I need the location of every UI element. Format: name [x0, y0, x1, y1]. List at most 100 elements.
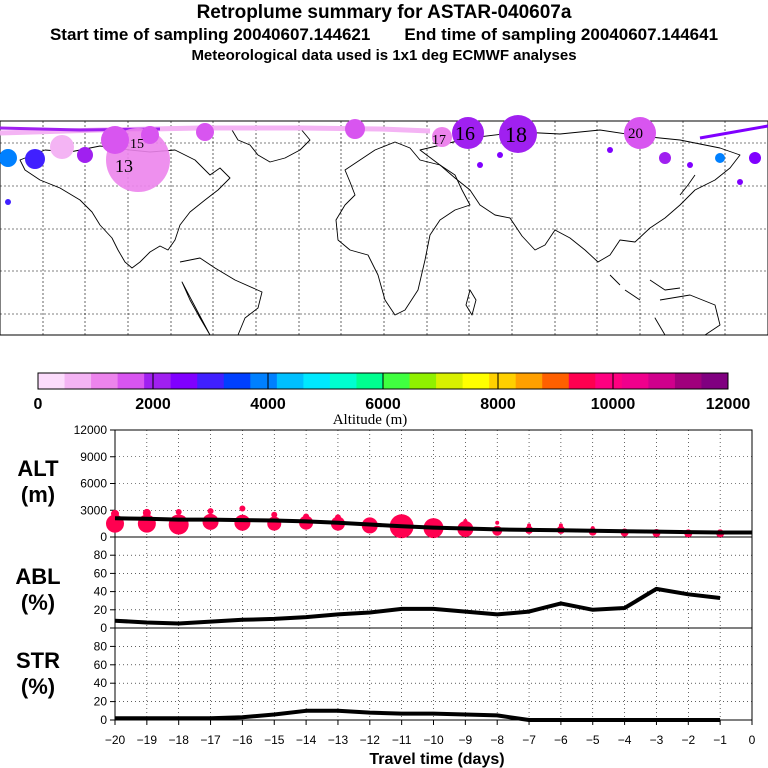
abl-ytick-label: 80 [94, 548, 108, 562]
colorbar-cell [701, 373, 729, 389]
coast-madagascar [465, 289, 477, 316]
sampling-times: Start time of sampling 20040607.144621 En… [0, 25, 768, 45]
colorbar-cell [568, 373, 596, 389]
plume-label-13: 13 [115, 156, 133, 176]
alt-scatter-point [558, 523, 563, 528]
x-tick-label: −17 [200, 733, 221, 747]
x-tick-label: −5 [586, 733, 600, 747]
coast-europe-africa [335, 141, 471, 316]
str-ytick-label: 60 [94, 658, 108, 672]
colorbar-cell [276, 373, 304, 389]
colorbar-cell [91, 373, 119, 389]
x-tick-label: −7 [522, 733, 536, 747]
colorbar-cell [489, 373, 517, 389]
colorbar-cell [38, 373, 66, 389]
str-series-line [115, 708, 721, 722]
x-tick-label: −11 [392, 733, 412, 747]
end-time-label: End time of sampling 20040607.144641 [404, 25, 719, 44]
plume-label-18: 18 [505, 122, 527, 147]
str-ylabel-name: STR [16, 648, 60, 673]
x-tick-label: 0 [749, 733, 756, 747]
colorbar-cell [117, 373, 145, 389]
panel-abl: 0 20 40 60 80 [94, 537, 752, 635]
alt-ytick-label: 12000 [74, 423, 108, 437]
alt-scatter-point [271, 511, 278, 518]
colorbar-cell [250, 373, 278, 389]
x-tick-label: −19 [137, 733, 158, 747]
coast-islands [609, 174, 696, 301]
str-ytick-label: 0 [100, 713, 107, 727]
abl-ylabel-unit: (%) [21, 590, 55, 615]
abl-ytick-label: 60 [94, 566, 108, 580]
alt-scatter-point [463, 518, 468, 523]
colorbar-tick-2000: 2000 [135, 396, 171, 413]
alt-ytick-label: 3000 [80, 503, 107, 517]
abl-series-line [114, 586, 721, 626]
x-tick-label: −2 [681, 733, 695, 747]
colorbar-cell [223, 373, 251, 389]
start-time-label: Start time of sampling 20040607.144621 [49, 25, 371, 44]
plume-label-20: 20 [628, 126, 643, 142]
x-axis-label: Travel time (days) [369, 751, 504, 768]
x-tick-label: −20 [105, 733, 126, 747]
colorbar-tick-4000: 4000 [250, 396, 286, 413]
panel-str: 0 20 40 60 80 [94, 628, 752, 727]
colorbar-tick-6000: 6000 [365, 396, 401, 413]
abl-ytick-label: 0 [100, 621, 107, 635]
plume-trajectories [0, 115, 768, 205]
x-tick-label: −15 [264, 733, 285, 747]
x-tick-label: −12 [360, 733, 381, 747]
colorbar-cell [462, 373, 490, 389]
colorbar-cell [542, 373, 570, 389]
colorbar-tick-0: 0 [34, 396, 43, 413]
x-tick-label: −9 [459, 733, 473, 747]
alt-ylabel-unit: (m) [21, 482, 55, 507]
alt-scatter-point [527, 523, 532, 528]
time-series-panels: 0 3000 6000 9000 12000 0 20 40 60 80 0 20 40 60 80 ALT… [15, 423, 755, 768]
x-tick-label: −8 [490, 733, 504, 747]
str-ytick-label: 80 [94, 639, 108, 653]
chart-title: Retroplume summary for ASTAR-040607a [196, 2, 572, 23]
alt-scatter-point [142, 508, 151, 517]
colorbar-cell [621, 373, 649, 389]
x-tick-label: −18 [169, 733, 190, 747]
coast-australia [654, 294, 721, 336]
alt-scatter-point [334, 514, 341, 521]
colorbar-cell [144, 373, 172, 389]
x-tick-label: −3 [650, 733, 664, 747]
x-tick-label: −16 [232, 733, 253, 747]
alt-scatter-point [202, 513, 219, 530]
alt-scatter-point [207, 508, 214, 515]
alt-scatter-point [111, 509, 119, 518]
x-tick-label: −1 [713, 733, 727, 747]
alt-scatter-point [234, 514, 251, 531]
colorbar-cell [64, 373, 92, 389]
altitude-colorbar: 0 2000 4000 6000 8000 10000 12000 Altitu… [34, 372, 750, 428]
colorbar-cell [329, 373, 357, 389]
alt-scatter-point [495, 520, 500, 525]
colorbar-cell [303, 373, 331, 389]
world-map: 13 15 16 17 18 20 [0, 115, 768, 336]
colorbar-cell [515, 373, 543, 389]
colorbar-cell [170, 373, 198, 389]
panel-alt: 0 3000 6000 9000 12000 [74, 423, 753, 544]
colorbar-cell [595, 373, 623, 389]
colorbar-label: Altitude (m) [333, 412, 408, 428]
str-ytick-label: 40 [94, 676, 108, 690]
abl-ylabel-name: ABL [15, 564, 60, 589]
alt-scatter-point [175, 509, 182, 516]
colorbar-tick-8000: 8000 [480, 396, 516, 413]
x-tick-label: −6 [554, 733, 568, 747]
colorbar-cell [383, 373, 411, 389]
colorbar-cell [409, 373, 437, 389]
abl-ytick-label: 20 [94, 603, 108, 617]
str-ytick-label: 20 [94, 695, 108, 709]
alt-ytick-label: 0 [100, 530, 107, 544]
alt-scatter-point [303, 513, 310, 520]
coast-south-america [179, 257, 263, 336]
x-tick-label: −13 [328, 733, 349, 747]
plume-label-17: 17 [432, 133, 446, 148]
plume-label-16: 16 [455, 123, 475, 145]
colorbar-cell [356, 373, 384, 389]
